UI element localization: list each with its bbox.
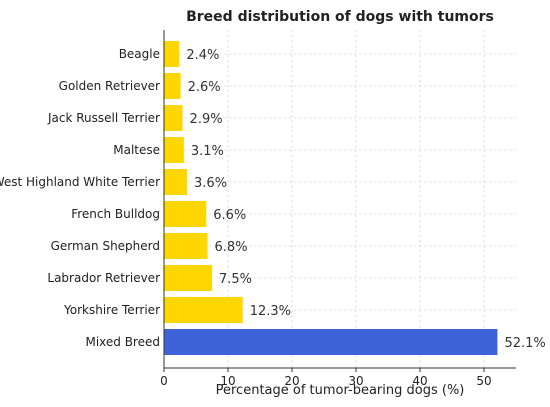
x-tick-label-2: 20	[284, 374, 299, 388]
value-label-3: 6.8%	[215, 240, 248, 255]
category-label-6: Maltese	[113, 143, 160, 157]
value-label-8: 2.6%	[188, 80, 221, 95]
bars	[164, 41, 498, 355]
value-label-4: 6.6%	[213, 208, 246, 223]
bar-1	[164, 297, 243, 323]
chart-title: Breed distribution of dogs with tumors	[186, 9, 494, 25]
value-label-9: 2.4%	[186, 48, 219, 63]
bar-9	[164, 41, 180, 67]
bar-2	[164, 265, 212, 291]
category-label-4: French Bulldog	[71, 207, 160, 221]
bar-0	[164, 329, 498, 355]
category-label-1: Yorkshire Terrier	[63, 303, 160, 317]
value-label-2: 7.5%	[219, 272, 252, 287]
category-label-5: West Highland White Terrier	[0, 175, 160, 189]
category-label-2: Labrador Retriever	[47, 271, 160, 285]
value-label-6: 3.1%	[191, 144, 224, 159]
x-tick-label-3: 30	[348, 374, 363, 388]
x-axis-label: Percentage of tumor-bearing dogs (%)	[216, 383, 465, 398]
bar-5	[164, 169, 188, 195]
bar-4	[164, 201, 207, 227]
bar-8	[164, 73, 181, 99]
value-label-7: 2.9%	[190, 112, 223, 127]
category-label-0: Mixed Breed	[85, 335, 160, 349]
value-label-0: 52.1%	[504, 336, 545, 351]
category-labels: Mixed Breed Yorkshire Terrier Labrador Ret…	[0, 47, 160, 349]
value-label-1: 12.3%	[250, 304, 291, 319]
bar-7	[164, 105, 183, 131]
x-tick-label-4: 40	[412, 374, 427, 388]
value-labels: 52.1% 12.3% 7.5% 6.8% 6.6% 3.6% 3.1% 2.9% 2.6% 2.…	[186, 48, 545, 351]
axes	[163, 30, 516, 369]
bar-3	[164, 233, 208, 259]
value-label-5: 3.6%	[194, 176, 227, 191]
x-tick-labels: 0 10 20 30 40 50	[160, 368, 492, 388]
x-tick-label-0: 0	[160, 374, 168, 388]
category-label-9: Beagle	[119, 47, 160, 61]
x-tick-label-1: 10	[220, 374, 235, 388]
category-label-7: Jack Russell Terrier	[47, 111, 160, 125]
bar-6	[164, 137, 184, 163]
category-label-8: Golden Retriever	[59, 79, 160, 93]
category-label-3: German Shepherd	[51, 239, 160, 253]
x-tick-label-5: 50	[476, 374, 491, 388]
